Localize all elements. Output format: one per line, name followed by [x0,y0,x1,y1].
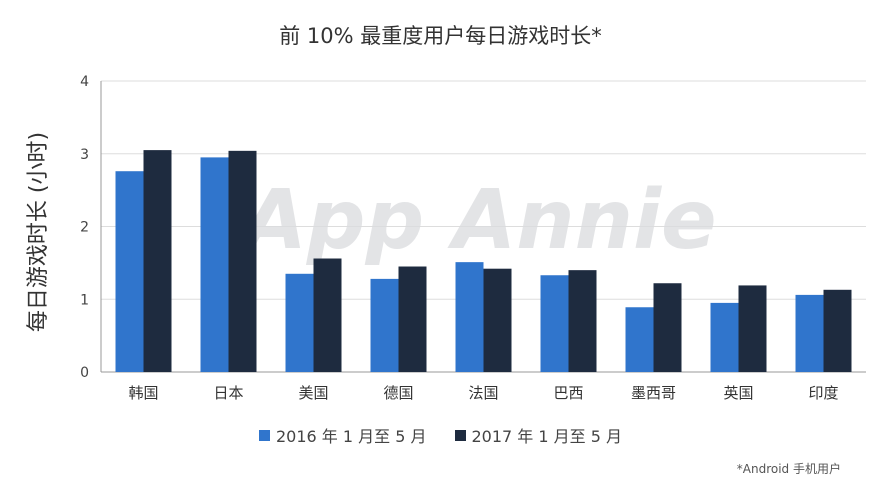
bar-2016 [795,294,824,372]
legend-swatch-2017 [454,429,466,441]
bar-2016 [115,171,144,372]
x-tick-label: 美国 [298,384,328,402]
bar-2017 [228,150,257,372]
bar-2017 [398,266,427,372]
bar-2017 [738,285,767,372]
y-tick-label: 1 [80,292,89,308]
chart-title: 前 10% 最重度用户每日游戏时长* [279,24,602,48]
x-tick-label: 韩国 [128,384,158,402]
bar-2017 [143,150,172,372]
footnote: *Android 手机用户 [736,462,841,476]
x-tick-label: 巴西 [553,384,583,402]
x-tick-label: 印度 [808,384,838,402]
bar-2016 [200,157,229,372]
bar-2017 [823,289,852,372]
bar-2017 [653,283,682,372]
legend-label-2017: 2017 年 1 月至 5 月 [471,427,623,446]
legend-swatch-2016 [258,429,270,441]
bar-2017 [313,258,342,372]
y-tick-label: 4 [80,74,89,90]
y-tick-label: 3 [80,147,89,163]
bar-2016 [540,275,569,372]
legend-item-2017: 2017 年 1 月至 5 月 [454,423,623,447]
y-tick-label: 2 [80,220,89,236]
y-tick-label: 0 [80,365,89,381]
bar-2016 [455,262,484,372]
x-tick-label: 日本 [213,384,243,402]
watermark-text: App Annie [237,173,716,268]
x-tick-label: 墨西哥 [631,384,676,402]
x-tick-label: 英国 [723,384,753,402]
legend-item-2016: 2016 年 1 月至 5 月 [258,423,427,447]
bar-2017 [483,268,512,372]
legend-label-2016: 2016 年 1 月至 5 月 [275,427,427,446]
bar-2016 [710,302,739,372]
x-tick-label: 德国 [383,384,413,402]
bar-2016 [625,307,654,372]
bar-2016 [285,273,314,372]
bar-2017 [568,270,597,372]
bar-2016 [370,278,399,372]
legend: 2016 年 1 月至 5 月 2017 年 1 月至 5 月 [0,423,881,447]
x-tick-label: 法国 [468,384,498,402]
